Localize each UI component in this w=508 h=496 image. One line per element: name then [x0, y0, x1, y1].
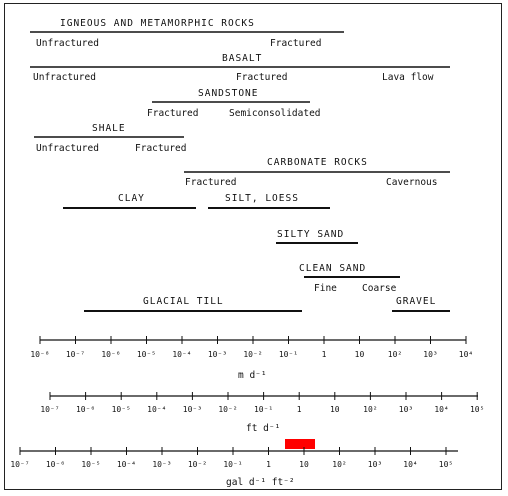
- tick-label: 10⁻⁶: [101, 350, 120, 359]
- diagram-frame: [4, 3, 502, 490]
- silt-loess-range: SILT, LOESS: [208, 193, 330, 209]
- sandstone-label: SANDSTONE: [198, 88, 258, 99]
- tick-label: 10²: [388, 350, 402, 359]
- tick-label: 10⁻²: [188, 460, 207, 469]
- tick-label: 10⁻⁴: [172, 350, 191, 359]
- clean-sand-label: CLEAN SAND: [299, 263, 366, 274]
- highlight-range: [285, 439, 315, 449]
- silt-label: SILT, LOESS: [225, 193, 299, 204]
- tick-label: 10⁻⁵: [81, 460, 100, 469]
- tick-label: 10²: [332, 460, 346, 469]
- tick-label: 10⁻¹: [254, 405, 273, 414]
- tick-label: 10⁻¹: [223, 460, 242, 469]
- basalt-note-unfractured: Unfractured: [33, 72, 96, 83]
- scale-m-per-day: 10⁻⁸ 10⁻⁷ 10⁻⁶ 10⁻⁵ 10⁻⁴ 10⁻³ 10⁻² 10⁻¹ 1 10 10² 10…: [30, 336, 473, 381]
- tick-label: 10⁻⁴: [117, 460, 136, 469]
- tick-label: 10⁻¹: [279, 350, 298, 359]
- igneous-label: IGNEOUS AND METAMORPHIC ROCKS: [60, 18, 255, 29]
- shale-label: SHALE: [92, 123, 126, 134]
- igneous-note-unfractured: Unfractured: [36, 38, 99, 49]
- clay-label: CLAY: [118, 193, 145, 204]
- tick-label: 10⁵: [439, 460, 453, 469]
- scale-m-unit: m d⁻¹: [238, 370, 267, 381]
- glacial-till-label: GLACIAL TILL: [143, 296, 224, 307]
- tick-label: 10⁻⁶: [76, 405, 95, 414]
- tick-label: 10⁻⁵: [112, 405, 131, 414]
- tick-label: 10⁻⁴: [147, 405, 166, 414]
- tick-label: 10⁵: [470, 405, 484, 414]
- sandstone-range: SANDSTONE Fractured Semiconsolidated: [147, 88, 321, 119]
- glacial-till-range: GLACIAL TILL: [84, 296, 302, 312]
- gravel-range: GRAVEL: [392, 296, 450, 312]
- sandstone-note-semiconsolidated: Semiconsolidated: [229, 108, 321, 119]
- tick-label: 10³: [423, 350, 437, 359]
- basalt-label: BASALT: [222, 53, 262, 64]
- silty-sand-range: SILTY SAND: [276, 229, 358, 244]
- tick-label: 10⁻²: [218, 405, 237, 414]
- clean-sand-note-fine: Fine: [314, 283, 337, 294]
- carbonate-range: CARBONATE ROCKS Fractured Cavernous: [184, 157, 450, 188]
- clay-range: CLAY: [63, 193, 196, 209]
- tick-label: 10⁻⁷: [40, 405, 59, 414]
- tick-label: 10⁻³: [152, 460, 171, 469]
- tick-label: 10⁻²: [243, 350, 262, 359]
- tick-label: 10⁴: [403, 460, 417, 469]
- tick-label: 10⁻⁷: [66, 350, 85, 359]
- tick-label: 10³: [399, 405, 413, 414]
- shale-note-unfractured: Unfractured: [36, 143, 99, 154]
- basalt-note-fractured: Fractured: [236, 72, 287, 83]
- basalt-note-lava-flow: Lava flow: [382, 72, 434, 83]
- tick-label: 10⁻⁶: [46, 460, 65, 469]
- carbonate-note-fractured: Fractured: [185, 177, 236, 188]
- scale-ft-per-day: 10⁻⁷ 10⁻⁶ 10⁻⁵ 10⁻⁴ 10⁻³ 10⁻² 10⁻¹ 1 10 10² 10³ 10⁴…: [40, 392, 484, 434]
- scale-gal-per-day-ft2: 10⁻⁷ 10⁻⁶ 10⁻⁵ 10⁻⁴ 10⁻³ 10⁻² 10⁻¹ 1 10 10² 10³ 10⁴…: [10, 439, 458, 488]
- igneous-note-fractured: Fractured: [270, 38, 321, 49]
- tick-label: 10⁻⁵: [137, 350, 156, 359]
- carbonate-label: CARBONATE ROCKS: [267, 157, 368, 168]
- tick-label: 1: [266, 460, 271, 469]
- silty-sand-label: SILTY SAND: [277, 229, 344, 240]
- tick-label: 1: [297, 405, 302, 414]
- scale-m-ticks: 10⁻⁸ 10⁻⁷ 10⁻⁶ 10⁻⁵ 10⁻⁴ 10⁻³ 10⁻² 10⁻¹ 1 10 10² 10…: [30, 336, 473, 359]
- basalt-range: BASALT Unfractured Fractured Lava flow: [30, 53, 450, 83]
- clean-sand-range: CLEAN SAND Fine Coarse: [299, 263, 400, 294]
- carbonate-note-cavernous: Cavernous: [386, 177, 437, 188]
- tick-label: 10⁻³: [183, 405, 202, 414]
- tick-label: 10: [355, 350, 365, 359]
- tick-label: 10⁻⁷: [10, 460, 29, 469]
- scale-gal-unit: gal d⁻¹ ft⁻²: [226, 477, 295, 488]
- tick-label: 10⁴: [434, 405, 448, 414]
- gravel-label: GRAVEL: [396, 296, 436, 307]
- tick-label: 10³: [368, 460, 382, 469]
- tick-label: 10⁻⁸: [30, 350, 49, 359]
- tick-label: 1: [322, 350, 327, 359]
- tick-label: 10: [330, 405, 340, 414]
- tick-label: 10²: [363, 405, 377, 414]
- tick-label: 10⁴: [459, 350, 473, 359]
- igneous-metamorphic-range: IGNEOUS AND METAMORPHIC ROCKS Unfracture…: [30, 18, 344, 49]
- tick-label: 10: [299, 460, 309, 469]
- scale-gal-ticks: 10⁻⁷ 10⁻⁶ 10⁻⁵ 10⁻⁴ 10⁻³ 10⁻² 10⁻¹ 1 10 10² 10³ 10⁴…: [10, 447, 453, 469]
- clean-sand-note-coarse: Coarse: [362, 283, 397, 294]
- shale-note-fractured: Fractured: [135, 143, 186, 154]
- shale-range: SHALE Unfractured Fractured: [34, 123, 186, 154]
- tick-label: 10⁻³: [208, 350, 227, 359]
- scale-ft-unit: ft d⁻¹: [246, 423, 280, 434]
- scale-ft-ticks: 10⁻⁷ 10⁻⁶ 10⁻⁵ 10⁻⁴ 10⁻³ 10⁻² 10⁻¹ 1 10 10² 10³ 10⁴…: [40, 392, 484, 414]
- sandstone-note-fractured: Fractured: [147, 108, 198, 119]
